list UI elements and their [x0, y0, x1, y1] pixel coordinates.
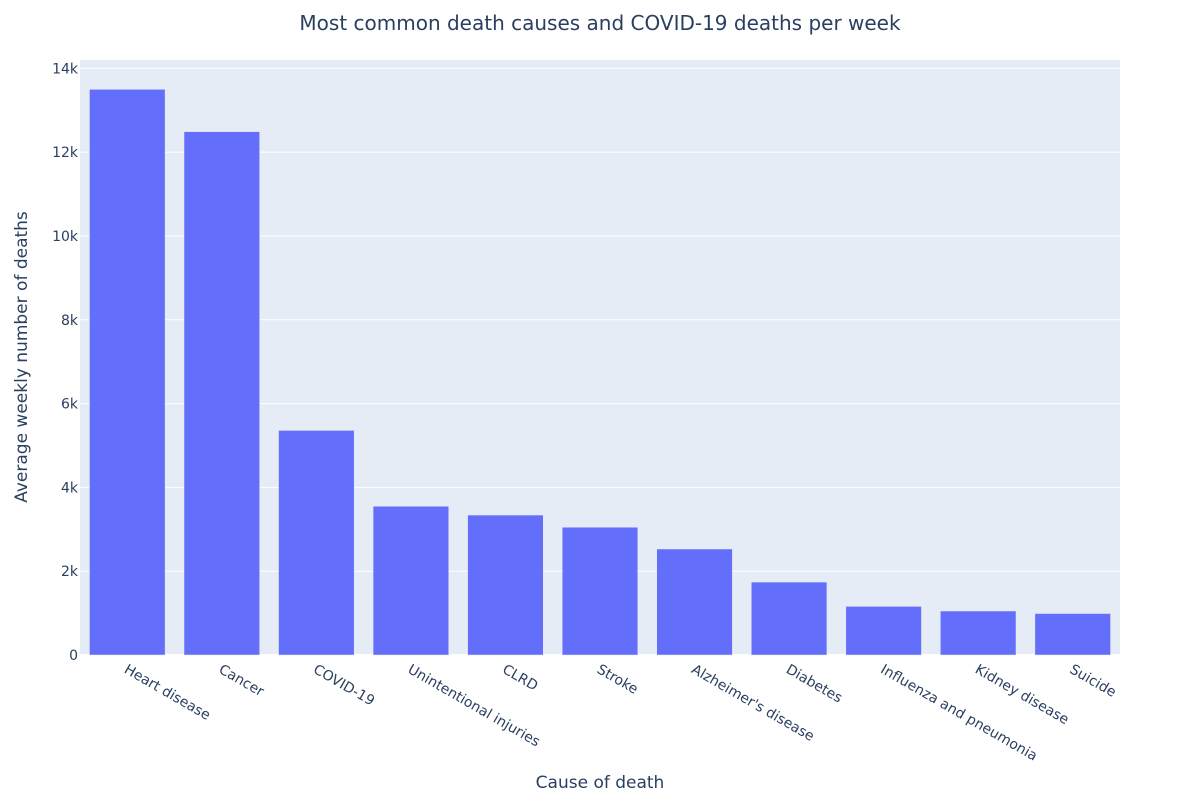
bar-stroke[interactable] — [561, 526, 639, 656]
bar-clrd[interactable] — [467, 514, 544, 656]
x-tick-label: Diabetes — [783, 662, 845, 707]
y-tick-label: 4k — [61, 480, 79, 496]
y-tick-label: 12k — [52, 145, 79, 161]
bar-influenza-and-pneumonia[interactable] — [845, 606, 922, 656]
chart-title: Most common death causes and COVID-19 de… — [299, 11, 901, 35]
x-tick-label: Heart disease — [121, 662, 213, 724]
y-tick-label: 6k — [61, 397, 79, 413]
x-tick-label: COVID-19 — [310, 662, 377, 710]
bar-covid-19[interactable] — [278, 430, 355, 656]
bars — [89, 89, 1111, 656]
bar-kidney-disease[interactable] — [940, 610, 1017, 656]
y-tick-label: 0 — [69, 648, 78, 664]
x-axis-ticks: Heart disease Cancer COVID-19 Unintentional… — [121, 662, 1118, 765]
x-axis-title: Cause of death — [536, 773, 665, 793]
y-tick-label: 2k — [61, 564, 79, 580]
y-tick-label: 14k — [52, 61, 79, 77]
bar-alzheimer-s-disease[interactable] — [656, 548, 733, 656]
y-axis-ticks: 0 2k 4k 6k 8k 10k 12k 14k — [52, 61, 79, 664]
y-tick-label: 8k — [61, 313, 79, 329]
x-tick-label: Stroke — [594, 662, 641, 698]
x-tick-label: CLRD — [499, 662, 540, 695]
x-tick-label: Kidney disease — [972, 662, 1071, 729]
bar-heart-disease[interactable] — [89, 89, 166, 656]
bar-diabetes[interactable] — [751, 581, 828, 656]
y-axis-title: Average weekly number of deaths — [12, 211, 32, 503]
x-tick-label: Cancer — [216, 662, 267, 701]
bar-cancer[interactable] — [183, 131, 260, 656]
x-tick-label: Suicide — [1067, 662, 1119, 701]
x-tick-label: Influenza and pneumonia — [878, 662, 1040, 765]
bar-suicide[interactable] — [1034, 613, 1111, 656]
y-tick-label: 10k — [52, 229, 79, 245]
bar-unintentional-injuries[interactable] — [372, 506, 449, 656]
